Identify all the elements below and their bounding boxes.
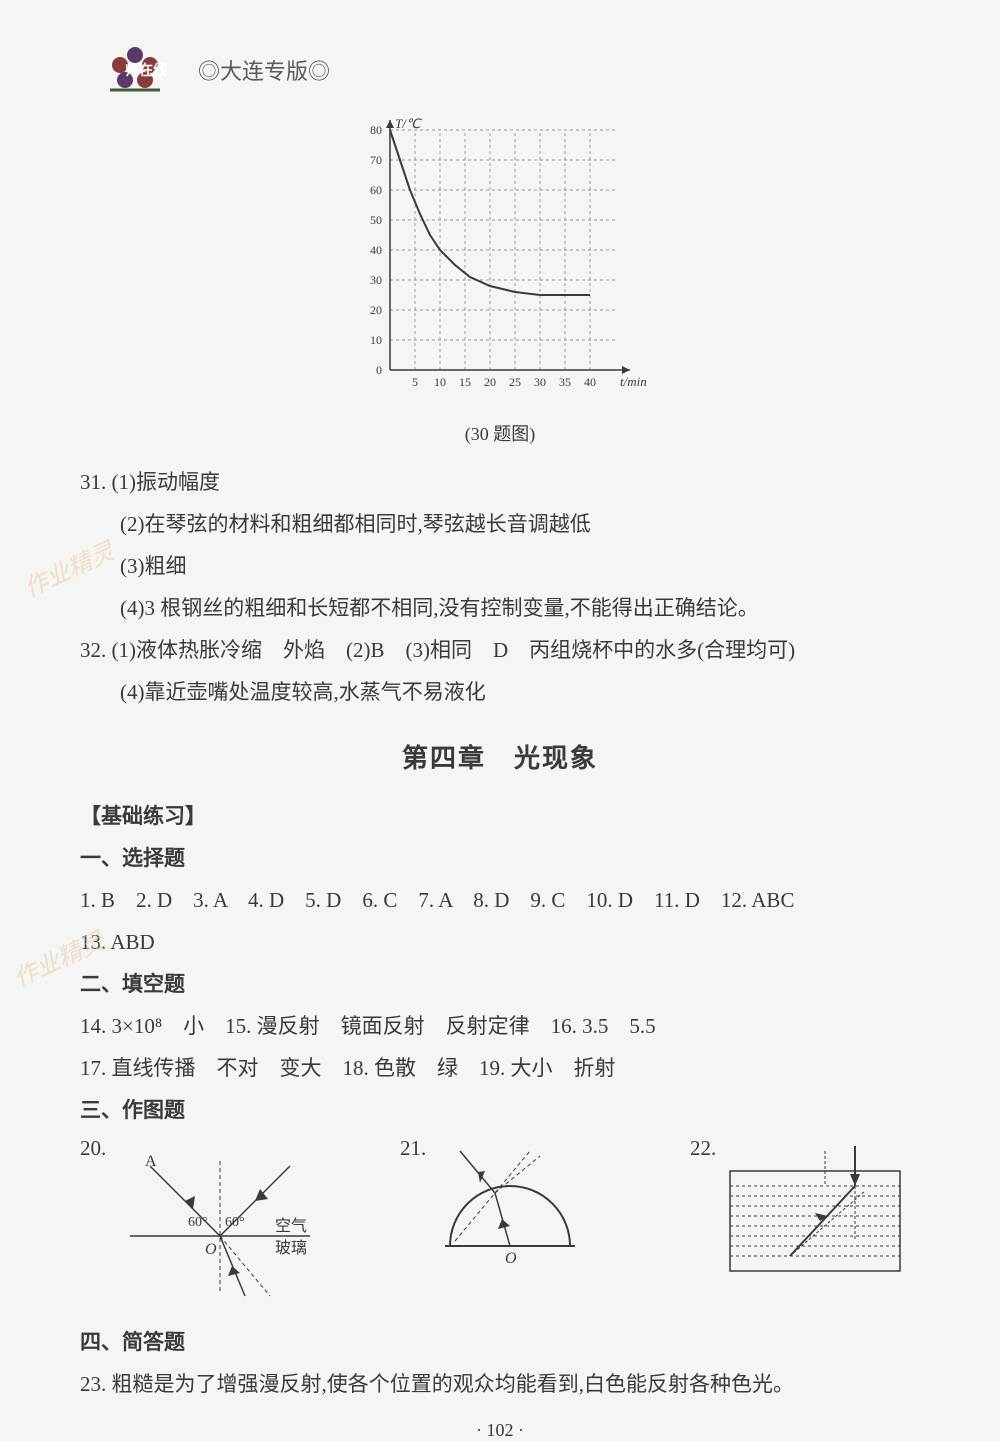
q32-line2: (4)靠近壶嘴处温度较高,水蒸气不易液化: [120, 671, 920, 713]
figure-21: 21. O: [400, 1141, 620, 1301]
fig22-num: 22.: [690, 1136, 716, 1161]
content-body: 31. (1)振动幅度 (2)在琴弦的材料和粗细都相同时,琴弦越长音调越低 (3…: [80, 461, 920, 1441]
figure-22: 22.: [690, 1141, 920, 1301]
svg-text:O: O: [505, 1250, 517, 1267]
section-mc: 一、选择题: [80, 837, 920, 879]
fill-line2: 17. 直线传播 不对 变大 18. 色散 绿 19. 大小 折射: [80, 1047, 920, 1089]
svg-text:0: 0: [376, 363, 382, 377]
svg-text:60°: 60°: [225, 1215, 245, 1230]
svg-text:5: 5: [412, 375, 418, 389]
svg-text:空气: 空气: [275, 1217, 307, 1235]
logo-icon: 师在线: [100, 40, 190, 100]
q31-a2: (2)在琴弦的材料和粗细都相同时,琴弦越长音调越低: [120, 503, 920, 545]
svg-text:t/min: t/min: [620, 374, 647, 389]
chart-caption: (30 题图): [345, 420, 655, 446]
section-short: 四、简答题: [80, 1321, 920, 1363]
q31-a4: (4)3 根钢丝的粗细和长短都不相同,没有控制变量,不能得出正确结论。: [120, 587, 920, 629]
svg-text:70: 70: [370, 153, 382, 167]
svg-text:20: 20: [370, 303, 382, 317]
q31-a1: 31. (1)振动幅度: [80, 461, 920, 503]
figure-20: 20. A 60° 60° O 空气 玻璃: [80, 1141, 330, 1301]
temperature-chart: 5 10 15 20 25 30 35 40 0 10 20 30 40 50 60 70 80 T/℃ t/min…: [345, 110, 655, 446]
svg-text:10: 10: [434, 375, 446, 389]
svg-text:60: 60: [370, 183, 382, 197]
svg-text:30: 30: [370, 273, 382, 287]
svg-text:20: 20: [484, 375, 496, 389]
page-header: 师在线 ◎大连专版◎: [100, 40, 920, 100]
q32-line1: 32. (1)液体热胀冷缩 外焰 (2)B (3)相同 D 丙组烧杯中的水多(合…: [80, 629, 920, 671]
fill-line1: 14. 3×10⁸ 小 15. 漫反射 镜面反射 反射定律 16. 3.5 5.…: [80, 1005, 920, 1047]
section-basic: 【基础练习】: [80, 795, 920, 837]
edition-label: ◎大连专版◎: [198, 54, 330, 86]
chapter-title: 第四章 光现象: [80, 738, 920, 775]
page-number: · 102 ·: [80, 1420, 920, 1441]
svg-text:60°: 60°: [188, 1215, 208, 1230]
svg-text:80: 80: [370, 123, 382, 137]
svg-text:35: 35: [559, 375, 571, 389]
fig20-num: 20.: [80, 1136, 106, 1161]
fig21-num: 21.: [400, 1136, 426, 1161]
svg-text:40: 40: [370, 243, 382, 257]
svg-text:师在线: 师在线: [125, 62, 167, 79]
svg-text:50: 50: [370, 213, 382, 227]
svg-text:25: 25: [509, 375, 521, 389]
svg-text:30: 30: [534, 375, 546, 389]
svg-text:O: O: [205, 1241, 217, 1258]
figures-row: 20. A 60° 60° O 空气 玻璃 21.: [80, 1141, 920, 1301]
svg-text:A: A: [145, 1153, 157, 1170]
svg-text:玻璃: 玻璃: [275, 1239, 307, 1257]
svg-text:10: 10: [370, 333, 382, 347]
mc-line2: 13. ABD: [80, 921, 920, 963]
section-fill: 二、填空题: [80, 963, 920, 1005]
q31-a3: (3)粗细: [120, 545, 920, 587]
svg-text:15: 15: [459, 375, 471, 389]
svg-text:T/℃: T/℃: [395, 116, 422, 131]
svg-text:40: 40: [584, 375, 596, 389]
section-drawing: 三、作图题: [80, 1089, 920, 1131]
mc-line1: 1. B 2. D 3. A 4. D 5. D 6. C 7. A 8. D …: [80, 879, 920, 921]
q23-text: 23. 粗糙是为了增强漫反射,使各个位置的观众均能看到,白色能反射各种色光。: [80, 1363, 920, 1405]
